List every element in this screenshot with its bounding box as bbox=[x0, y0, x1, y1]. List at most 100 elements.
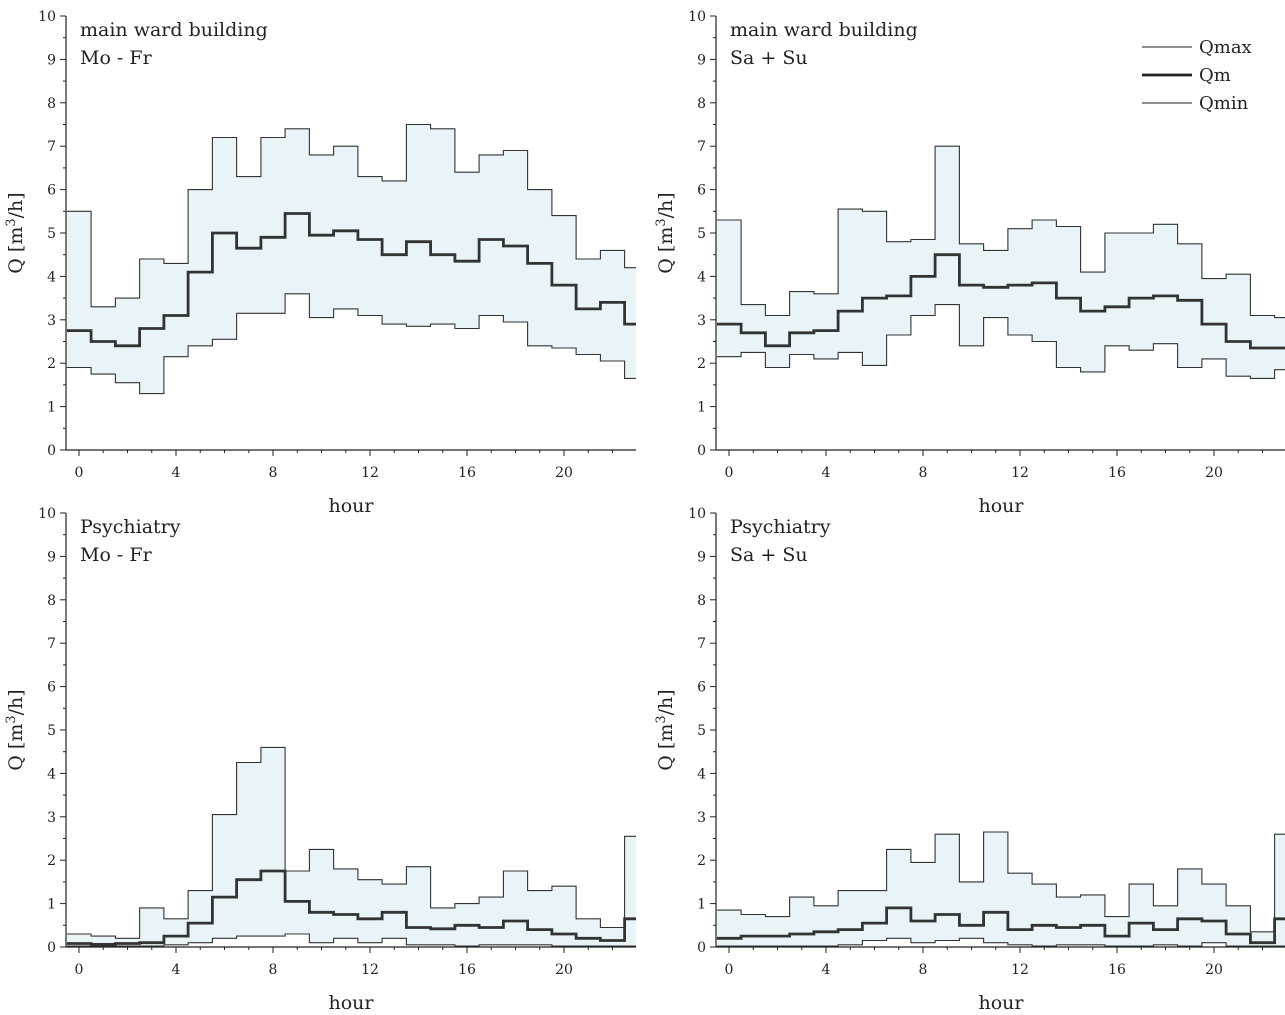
y-tick-label: 6 bbox=[697, 183, 706, 199]
x-tick-label: 16 bbox=[458, 465, 476, 481]
y-tick-label: 7 bbox=[47, 636, 56, 652]
panel-title-line: Sa + Su bbox=[730, 47, 808, 69]
y-tick-label: 9 bbox=[47, 549, 56, 565]
y-tick-label: 1 bbox=[47, 897, 56, 913]
y-tick-label: 3 bbox=[47, 313, 56, 329]
y-tick-label: 5 bbox=[47, 723, 56, 739]
panel-title-line: Sa + Su bbox=[730, 544, 808, 566]
series-qmax-line bbox=[716, 145, 1285, 319]
x-tick-label: 16 bbox=[458, 962, 476, 978]
x-axis-label: hour bbox=[979, 495, 1025, 517]
x-tick-label: 20 bbox=[1205, 962, 1223, 978]
y-tick-label: 2 bbox=[697, 356, 706, 372]
x-tick-label: 12 bbox=[1011, 962, 1029, 978]
x-tick-label: 0 bbox=[725, 465, 734, 481]
y-tick-label: 2 bbox=[47, 853, 56, 869]
y-tick-label: 9 bbox=[47, 52, 56, 68]
series-qm-line bbox=[716, 906, 1285, 945]
y-tick-label: 2 bbox=[47, 356, 56, 372]
y-tick-label: 2 bbox=[697, 853, 706, 869]
y-tick-label: 7 bbox=[697, 139, 706, 155]
y-tick-label: 6 bbox=[47, 680, 56, 696]
x-tick-label: 12 bbox=[361, 962, 379, 978]
y-tick-label: 1 bbox=[697, 897, 706, 913]
range-band bbox=[716, 832, 1285, 947]
y-tick-label: 8 bbox=[697, 593, 706, 609]
x-tick-label: 8 bbox=[269, 465, 278, 481]
y-tick-label: 3 bbox=[697, 313, 706, 329]
x-tick-label: 16 bbox=[1108, 962, 1126, 978]
x-axis-label: hour bbox=[979, 992, 1025, 1014]
y-tick-label: 4 bbox=[697, 269, 706, 285]
y-tick-label: 5 bbox=[47, 226, 56, 242]
panel-title-line: Mo - Fr bbox=[80, 47, 153, 69]
series-qmin-line bbox=[716, 304, 1285, 379]
x-tick-label: 12 bbox=[1011, 465, 1029, 481]
series-qmax-line bbox=[66, 746, 636, 939]
x-tick-label: 4 bbox=[822, 465, 831, 481]
y-tick-label: 8 bbox=[697, 96, 706, 112]
range-band bbox=[716, 146, 1285, 379]
y-tick-label: 0 bbox=[47, 940, 56, 956]
legend-label-qmax: Qmax bbox=[1199, 37, 1252, 58]
y-tick-label: 5 bbox=[697, 723, 706, 739]
series-qmin-line bbox=[716, 937, 1285, 947]
y-tick-label: 7 bbox=[697, 636, 706, 652]
panel-title-line: main ward building bbox=[730, 19, 918, 41]
y-tick-label: 9 bbox=[697, 549, 706, 565]
y-tick-label: 4 bbox=[47, 766, 56, 782]
x-tick-label: 0 bbox=[725, 962, 734, 978]
y-tick-label: 6 bbox=[697, 680, 706, 696]
x-tick-label: 4 bbox=[822, 962, 831, 978]
y-tick-label: 8 bbox=[47, 96, 56, 112]
y-tick-label: 0 bbox=[697, 443, 706, 459]
x-tick-label: 20 bbox=[555, 962, 573, 978]
series-qm-line bbox=[66, 869, 636, 946]
y-tick-label: 3 bbox=[697, 810, 706, 826]
y-tick-label: 3 bbox=[47, 810, 56, 826]
x-tick-label: 16 bbox=[1108, 465, 1126, 481]
x-tick-label: 20 bbox=[555, 465, 573, 481]
x-axis-label: hour bbox=[329, 495, 375, 517]
x-tick-label: 8 bbox=[919, 962, 928, 978]
y-tick-label: 1 bbox=[47, 400, 56, 416]
y-tick-label: 1 bbox=[697, 400, 706, 416]
series-qm-line bbox=[66, 212, 636, 348]
range-band bbox=[66, 747, 636, 947]
legend-label-qmin: Qmin bbox=[1199, 93, 1249, 114]
range-band bbox=[66, 124, 636, 394]
panel-title-line: Psychiatry bbox=[730, 516, 831, 538]
legend-label-qm: Qm bbox=[1199, 65, 1231, 86]
y-tick-label: 10 bbox=[38, 9, 56, 25]
x-tick-label: 0 bbox=[75, 465, 84, 481]
y-tick-label: 6 bbox=[47, 183, 56, 199]
y-axis-label: Q [m3/h] bbox=[654, 689, 677, 770]
y-tick-label: 10 bbox=[38, 506, 56, 522]
x-axis-label: hour bbox=[329, 992, 375, 1014]
series-qmax-line bbox=[66, 123, 636, 308]
series-qmin-line bbox=[66, 293, 636, 395]
y-axis-label: Q [m3/h] bbox=[4, 192, 27, 273]
legend: Qmax Qm Qmin bbox=[1142, 37, 1252, 114]
y-tick-label: 0 bbox=[697, 940, 706, 956]
y-tick-label: 10 bbox=[688, 506, 706, 522]
y-tick-label: 8 bbox=[47, 593, 56, 609]
x-tick-label: 0 bbox=[75, 962, 84, 978]
y-tick-label: 7 bbox=[47, 139, 56, 155]
panel-title-line: Psychiatry bbox=[80, 516, 181, 538]
y-tick-label: 4 bbox=[47, 269, 56, 285]
y-axis-label: Q [m3/h] bbox=[4, 689, 27, 770]
series-qmax-line bbox=[716, 831, 1285, 933]
x-tick-label: 20 bbox=[1205, 465, 1223, 481]
panel-title-line: Mo - Fr bbox=[80, 544, 153, 566]
x-tick-label: 4 bbox=[172, 465, 181, 481]
y-tick-label: 5 bbox=[697, 226, 706, 242]
panel-title-line: main ward building bbox=[80, 19, 268, 41]
x-tick-label: 12 bbox=[361, 465, 379, 481]
x-tick-label: 8 bbox=[919, 465, 928, 481]
